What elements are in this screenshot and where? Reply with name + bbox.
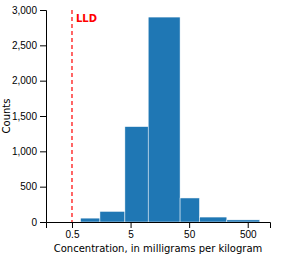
y-axis-tick: 1,500	[12, 111, 46, 122]
x-axis-tick-mark	[248, 222, 249, 228]
y-axis-tick: 1,000	[12, 146, 46, 157]
y-axis-tick-mark	[40, 187, 46, 188]
y-axis: 0 500 1,000 1,500 2,000 2,500 3,000	[12, 5, 47, 228]
x-axis-line	[47, 223, 271, 229]
y-axis-tick-mark	[40, 222, 46, 223]
x-axis-tick-label: 5	[128, 229, 134, 240]
bar	[100, 211, 125, 222]
y-axis-title: Counts	[1, 99, 12, 134]
annotations: LLD	[76, 13, 97, 24]
y-axis-tick-label: 3,000	[12, 5, 37, 16]
bar	[81, 218, 100, 222]
x-axis-tick-mark	[72, 222, 73, 228]
y-axis-tick: 2,000	[12, 75, 46, 86]
x-axis-tick: 5	[128, 222, 134, 240]
x-axis-tick-label: 50	[184, 229, 196, 240]
bar	[180, 198, 199, 222]
y-axis-tick: 2,500	[12, 40, 46, 51]
bar	[227, 220, 260, 222]
x-axis-tick: 500	[240, 222, 257, 240]
y-axis-tick: 0	[31, 217, 46, 228]
y-axis-tick-label: 500	[20, 181, 37, 192]
y-axis-tick-mark	[40, 81, 46, 82]
x-axis-tick-mark	[189, 222, 190, 228]
annotation-label: LLD	[76, 13, 97, 24]
y-axis-tick-mark	[40, 116, 46, 117]
chart: 0.5 5 50 500 0 500 1,000 1,500 2,000 2,500 3,000 LL…	[0, 0, 284, 258]
y-axis-line	[40, 11, 47, 223]
y-axis-tick-label: 2,000	[12, 75, 37, 86]
bar	[148, 17, 180, 222]
y-axis-tick-label: 1,000	[12, 146, 37, 157]
x-axis-tick: 0.5	[66, 222, 80, 240]
reference-line	[71, 10, 72, 222]
x-axis: 0.5 5 50 500	[47, 222, 271, 240]
y-axis-tick-label: 0	[31, 217, 37, 228]
bar	[199, 217, 226, 222]
y-axis-tick: 500	[20, 181, 46, 192]
x-axis-tick-mark	[131, 222, 132, 228]
y-axis-tick-mark	[40, 151, 46, 152]
x-axis-title: Concentration, in milligrams per kilogra…	[54, 243, 263, 254]
x-axis-tick: 50	[184, 222, 196, 240]
marks	[72, 10, 260, 222]
y-axis-tick: 3,000	[12, 5, 46, 16]
bar	[125, 127, 148, 222]
y-axis-tick-label: 2,500	[12, 40, 37, 51]
x-axis-tick-label: 0.5	[66, 229, 80, 240]
plot: 0.5 5 50 500 0 500 1,000 1,500 2,000 2,500 3,000 LL…	[1, 5, 271, 254]
bar	[49, 222, 81, 223]
y-axis-tick-mark	[40, 45, 46, 46]
y-axis-tick-label: 1,500	[12, 111, 37, 122]
y-axis-tick-mark	[40, 10, 46, 11]
x-axis-tick-label: 500	[240, 229, 257, 240]
